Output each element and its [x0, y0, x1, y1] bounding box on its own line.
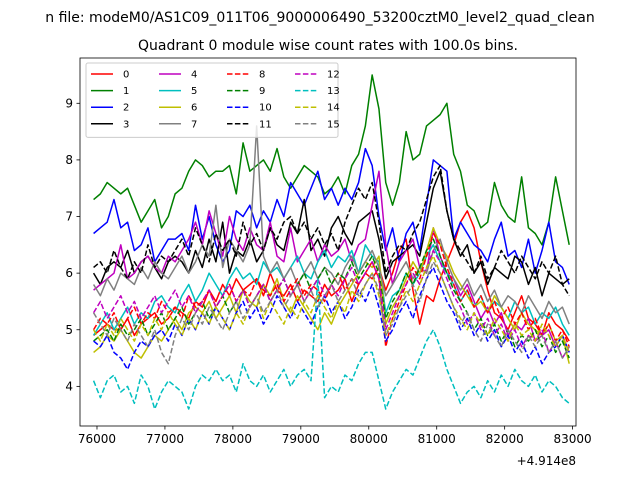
chart-title: Quadrant 0 module wise count rates with … — [138, 38, 518, 54]
series-line-2 — [93, 147, 570, 285]
series-line-4 — [93, 170, 570, 353]
x-tick-label: 78000 — [214, 432, 252, 446]
y-tick-label: 7 — [65, 210, 73, 224]
series-line-13 — [92, 278, 570, 410]
series-line-11 — [93, 164, 570, 297]
series-group — [92, 74, 570, 410]
y-tick-label: 9 — [65, 96, 73, 110]
x-tick-label: 80000 — [350, 432, 388, 446]
suptitle: n file: modeM0/AS1C09_011T06_9000006490_… — [45, 10, 594, 26]
y-tick-label: 6 — [65, 266, 73, 280]
x-tick-label: 81000 — [418, 432, 456, 446]
legend-box — [85, 62, 339, 138]
plot-area: 76000 77000 78000 79000 80000 81000 82000 83000… — [65, 57, 592, 468]
series-line-6 — [93, 227, 570, 364]
axes-frame — [79, 57, 577, 427]
series-line-7 — [92, 125, 570, 325]
legend-label-5: 5 — [191, 86, 197, 97]
y-tick-label: 4 — [65, 379, 73, 393]
legend-label-7: 7 — [191, 119, 197, 130]
x-tick-label: 83000 — [554, 432, 592, 446]
x-tick-label: 77000 — [146, 432, 184, 446]
legend-label-13: 13 — [327, 86, 340, 97]
x-offset-label: +4.914e8 — [517, 454, 576, 468]
legend-label-6: 6 — [191, 103, 197, 114]
x-tick-label: 76000 — [78, 432, 116, 446]
legend-label-11: 11 — [259, 119, 272, 130]
series-line-14 — [92, 255, 570, 353]
x-tick-label: 79000 — [282, 432, 320, 446]
legend-label-9: 9 — [259, 86, 265, 97]
legend-label-14: 14 — [327, 103, 340, 114]
legend-label-12: 12 — [327, 70, 340, 81]
legend-label-8: 8 — [259, 70, 265, 81]
y-tick-label: 5 — [65, 323, 73, 337]
series-line-3 — [92, 170, 570, 297]
x-tick-label: 82000 — [486, 432, 524, 446]
series-line-12 — [92, 249, 570, 359]
legend-label-3: 3 — [123, 119, 129, 130]
series-line-10 — [93, 266, 570, 371]
y-tick-label: 8 — [65, 153, 73, 167]
legend-label-1: 1 — [123, 86, 129, 97]
legend-label-15: 15 — [327, 119, 340, 130]
series-line-15 — [92, 261, 570, 365]
legend-label-2: 2 — [123, 103, 129, 114]
legend-label-4: 4 — [191, 70, 197, 81]
legend-label-10: 10 — [259, 103, 272, 114]
legend-label-0: 0 — [123, 70, 129, 81]
